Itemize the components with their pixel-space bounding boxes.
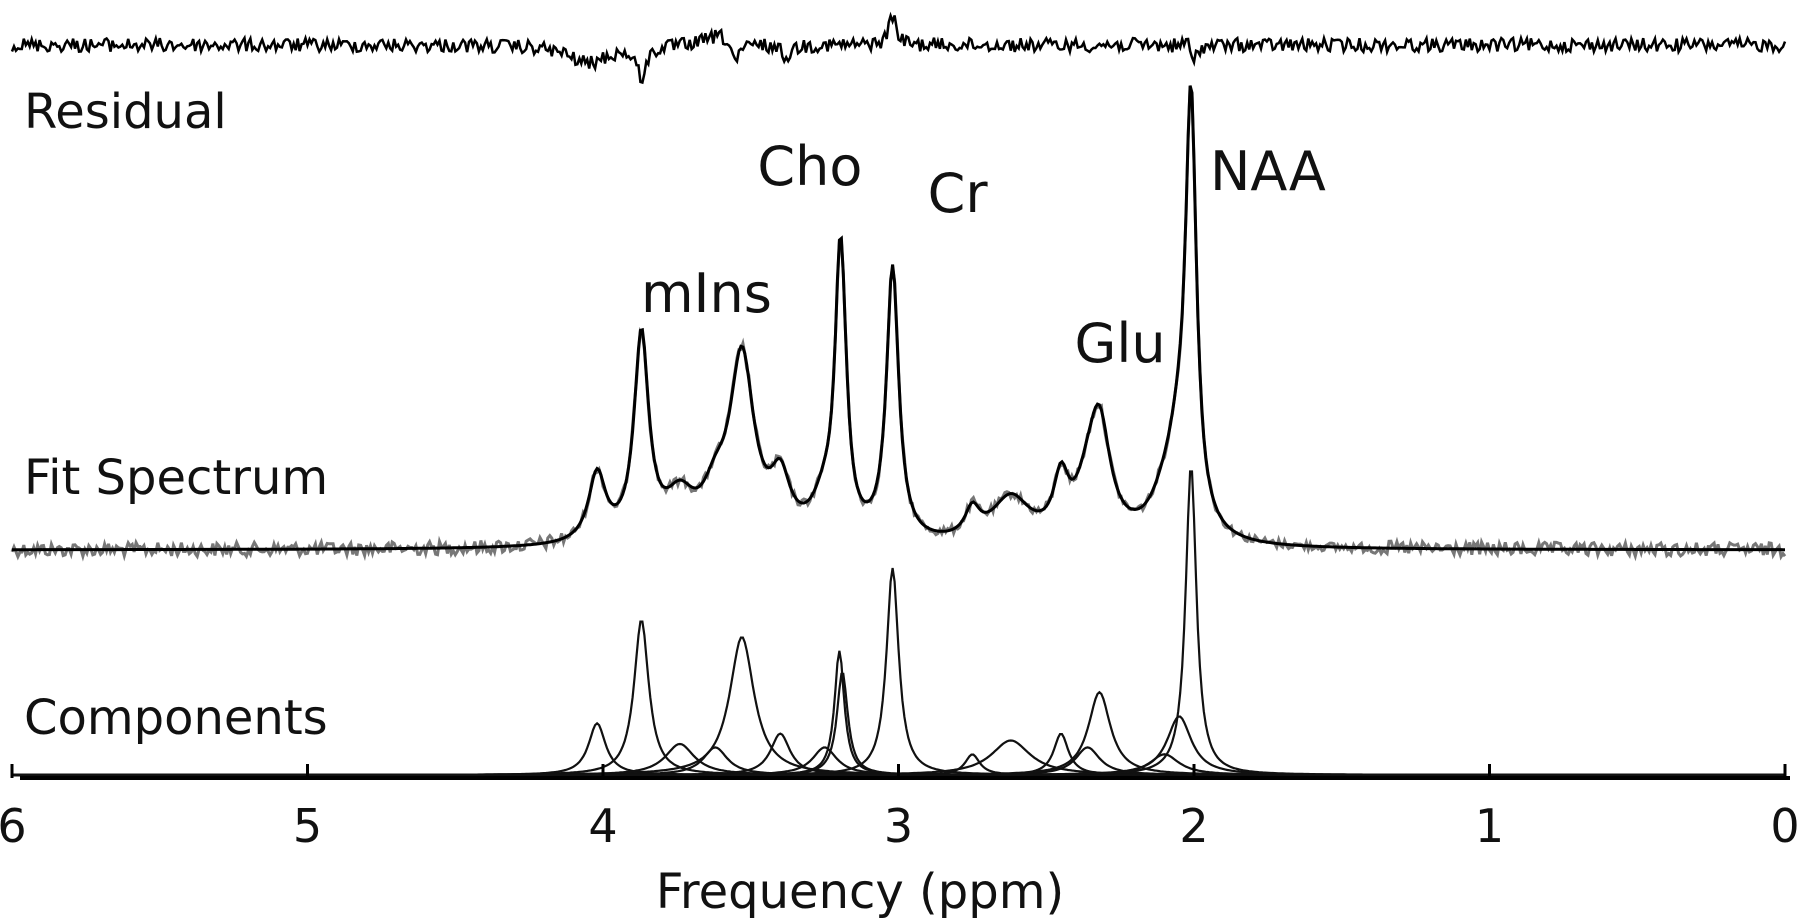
x-axis: 6 5 4 3 2 1 0 Frequency (ppm) — [0, 764, 1800, 920]
x-tick-label-3: 3 — [884, 799, 913, 853]
peak-labels: mIns Cho Cr Glu NAA — [641, 135, 1326, 375]
peak-label-cho: Cho — [757, 135, 862, 198]
trace-label-components: Components — [24, 690, 328, 746]
x-tick-label-0: 0 — [1770, 799, 1799, 853]
trace-label-residual: Residual — [24, 84, 227, 140]
x-tick-label-1: 1 — [1475, 799, 1504, 853]
x-tick-label-6: 6 — [0, 799, 27, 853]
fit-spectrum-line — [12, 85, 1785, 552]
x-tick-label-2: 2 — [1179, 799, 1208, 853]
plot-area — [10, 11, 1787, 777]
x-axis-ticks: 6 5 4 3 2 1 0 — [0, 764, 1800, 853]
x-axis-title: Frequency (ppm) — [656, 864, 1064, 920]
residual-line — [10, 11, 1787, 85]
residual-trace-group — [10, 11, 1787, 85]
trace-label-fit-spectrum: Fit Spectrum — [24, 450, 328, 506]
peak-label-naa: NAA — [1210, 140, 1326, 203]
peak-label-cr: Cr — [928, 162, 989, 225]
fit-spectrum-group — [10, 85, 1787, 562]
x-tick-label-5: 5 — [293, 799, 322, 853]
peak-label-mins: mIns — [641, 262, 772, 325]
peak-label-glu: Glu — [1075, 312, 1166, 375]
x-tick-label-4: 4 — [588, 799, 617, 853]
